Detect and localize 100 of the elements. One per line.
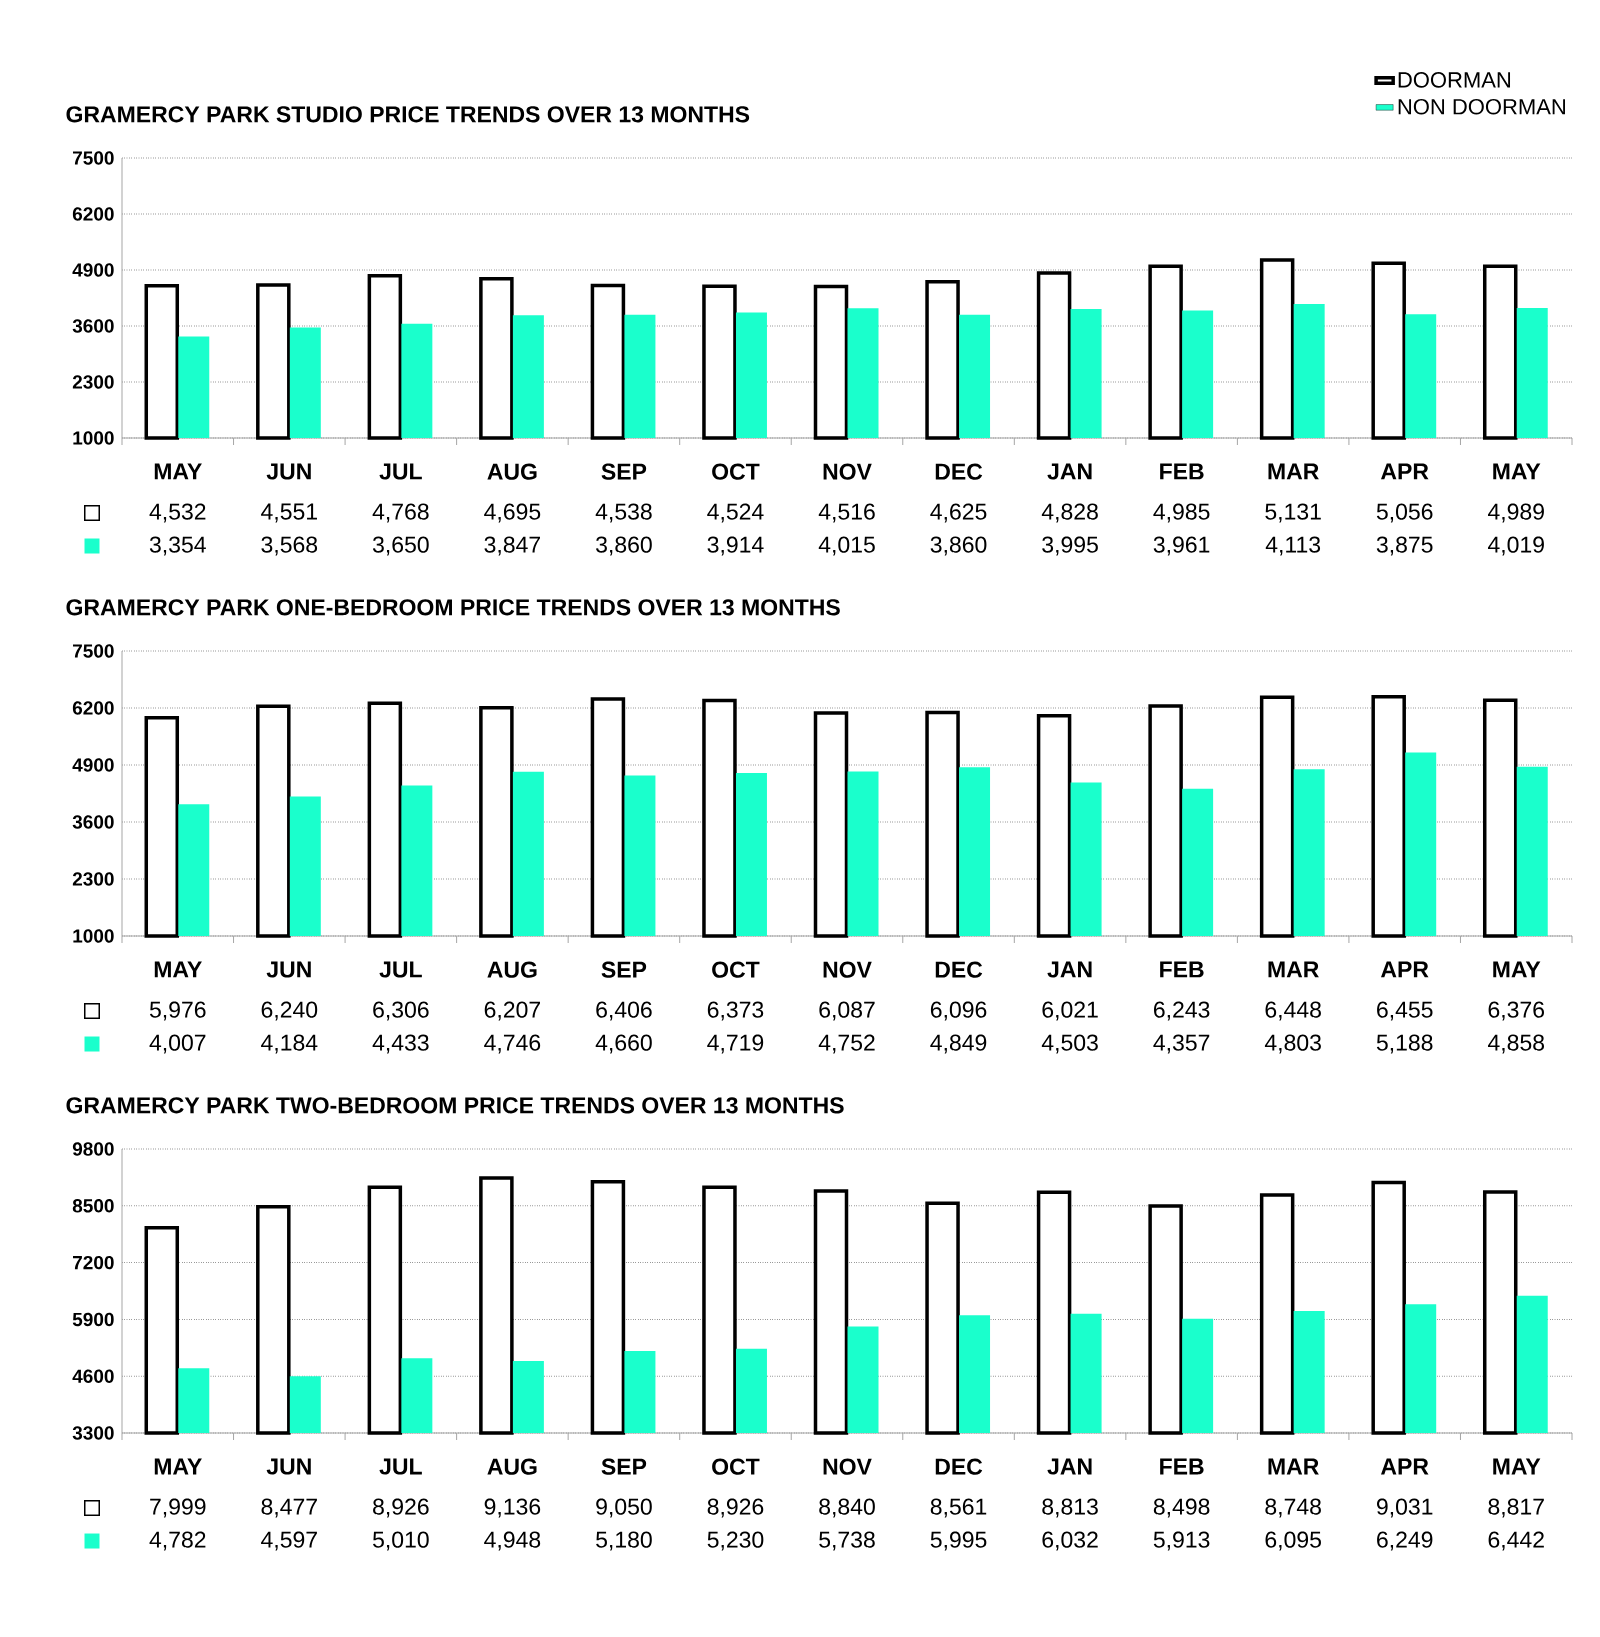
data-label: 4,989: [1487, 503, 1544, 523]
chart-title: GRAMERCY PARK STUDIO PRICE TRENDS OVER 13 MONTHS: [66, 106, 750, 123]
data-label: 6,249: [1377, 1531, 1433, 1551]
y-tick-label: 1000: [73, 929, 114, 943]
data-label: 5,738: [819, 1531, 875, 1551]
data-label: 3,875: [1376, 536, 1433, 556]
x-tick-label: MAR: [1268, 961, 1319, 978]
data-label: 8,926: [373, 1498, 429, 1518]
data-label: 6,448: [1265, 1001, 1321, 1021]
x-tick-label: SEP: [601, 961, 647, 978]
x-tick-label: MAY: [154, 463, 202, 480]
y-tick-label: 2300: [72, 872, 114, 886]
data-label: 6,021: [1042, 1001, 1098, 1021]
x-tick-label: JAN: [1047, 961, 1092, 978]
x-tick-label: MAR: [1268, 1458, 1319, 1475]
x-tick-label: NOV: [823, 961, 872, 978]
y-tick-label: 4900: [72, 263, 114, 277]
data-label: 9,031: [1377, 1498, 1433, 1518]
data-label: 4,803: [1264, 1034, 1321, 1054]
data-label: 4,007: [149, 1034, 206, 1054]
data-label: 6,032: [1042, 1531, 1098, 1551]
y-tick-label: 1000: [73, 431, 114, 445]
y-tick-label: 8500: [72, 1199, 114, 1213]
data-label: 4,695: [484, 503, 541, 523]
data-label: 6,376: [1488, 1001, 1544, 1021]
x-tick-label: JUL: [379, 463, 422, 480]
y-tick-label: 3600: [72, 815, 114, 829]
x-tick-label: DEC: [935, 961, 983, 978]
data-label: 3,650: [372, 536, 429, 556]
x-tick-label: JAN: [1047, 1458, 1092, 1475]
x-tick-label: AUG: [487, 961, 537, 978]
x-tick-label: APR: [1381, 463, 1429, 480]
y-tick-label: 5900: [72, 1312, 114, 1327]
x-tick-label: JUN: [266, 1458, 311, 1475]
x-tick-label: APR: [1381, 1458, 1429, 1475]
data-label: 6,306: [373, 1001, 429, 1021]
data-label: 4,524: [707, 503, 764, 523]
y-tick-label: 2300: [72, 375, 114, 389]
data-label: 3,568: [261, 536, 318, 556]
data-label: 5,131: [1265, 503, 1321, 523]
data-label: 3,914: [707, 536, 764, 556]
data-label: 3,354: [149, 536, 206, 556]
data-label: 5,180: [596, 1531, 652, 1551]
data-label: 3,995: [1042, 536, 1098, 556]
data-label: 4,597: [261, 1531, 317, 1551]
data-label: 8,813: [1042, 1498, 1098, 1518]
data-label: 4,828: [1041, 503, 1098, 523]
data-label: 5,188: [1376, 1034, 1433, 1054]
legend-label: NON DOORMAN: [1398, 98, 1565, 115]
data-label: 4,015: [818, 536, 875, 556]
x-tick-label: AUG: [487, 463, 537, 480]
x-tick-label: AUG: [487, 1458, 537, 1475]
data-label: 4,503: [1041, 1034, 1098, 1054]
data-label: 6,442: [1488, 1531, 1544, 1551]
data-label: 4,532: [149, 503, 206, 523]
data-label: 4,782: [149, 1531, 206, 1551]
data-label: 5,230: [707, 1531, 764, 1551]
data-label: 6,406: [596, 1001, 652, 1021]
data-label: 6,455: [1377, 1001, 1433, 1021]
x-tick-label: SEP: [601, 463, 647, 480]
data-label: 5,010: [372, 1531, 429, 1551]
x-tick-label: DEC: [935, 463, 983, 480]
y-tick-label: 6200: [72, 207, 114, 221]
x-tick-label: FEB: [1160, 961, 1204, 978]
x-tick-label: JUL: [379, 961, 422, 978]
data-label: 9,050: [596, 1498, 652, 1518]
data-label: 4,948: [484, 1531, 541, 1551]
data-label: 6,096: [930, 1001, 987, 1021]
y-tick-label: 7500: [73, 644, 114, 658]
data-label: 3,961: [1153, 536, 1210, 556]
y-tick-label: 4600: [72, 1369, 114, 1383]
data-label: 5,976: [149, 1001, 206, 1021]
x-tick-label: JAN: [1047, 463, 1092, 480]
data-label: 6,240: [261, 1001, 318, 1021]
data-label: 4,113: [1265, 536, 1321, 556]
data-label: 8,748: [1265, 1498, 1321, 1518]
data-label: 6,095: [1265, 1531, 1321, 1551]
data-label: 5,995: [930, 1531, 987, 1551]
chart-title: GRAMERCY PARK TWO-BEDROOM PRICE TRENDS OVER 13 MONTHS: [66, 1097, 844, 1114]
legend-label: DOORMAN: [1398, 72, 1511, 88]
data-label: 4,660: [595, 1034, 652, 1054]
data-label: 4,551: [261, 503, 317, 523]
data-label: 3,860: [930, 536, 987, 556]
x-tick-label: JUL: [379, 1458, 422, 1475]
x-tick-label: MAY: [154, 1458, 202, 1475]
data-label: 8,561: [930, 1498, 987, 1518]
data-label: 6,087: [819, 1001, 875, 1021]
data-label: 8,477: [261, 1498, 317, 1518]
x-tick-label: MAR: [1268, 463, 1319, 480]
data-label: 4,858: [1487, 1034, 1545, 1054]
data-label: 4,625: [930, 503, 987, 523]
x-tick-label: MAY: [1493, 961, 1541, 978]
x-tick-label: OCT: [712, 463, 760, 480]
x-tick-label: APR: [1381, 961, 1429, 978]
data-label: 8,498: [1153, 1498, 1210, 1518]
x-tick-label: NOV: [823, 1458, 872, 1475]
y-tick-label: 7500: [73, 151, 114, 165]
data-label: 4,746: [484, 1034, 541, 1054]
data-label: 5,056: [1376, 503, 1433, 523]
data-label: 4,538: [595, 503, 652, 523]
